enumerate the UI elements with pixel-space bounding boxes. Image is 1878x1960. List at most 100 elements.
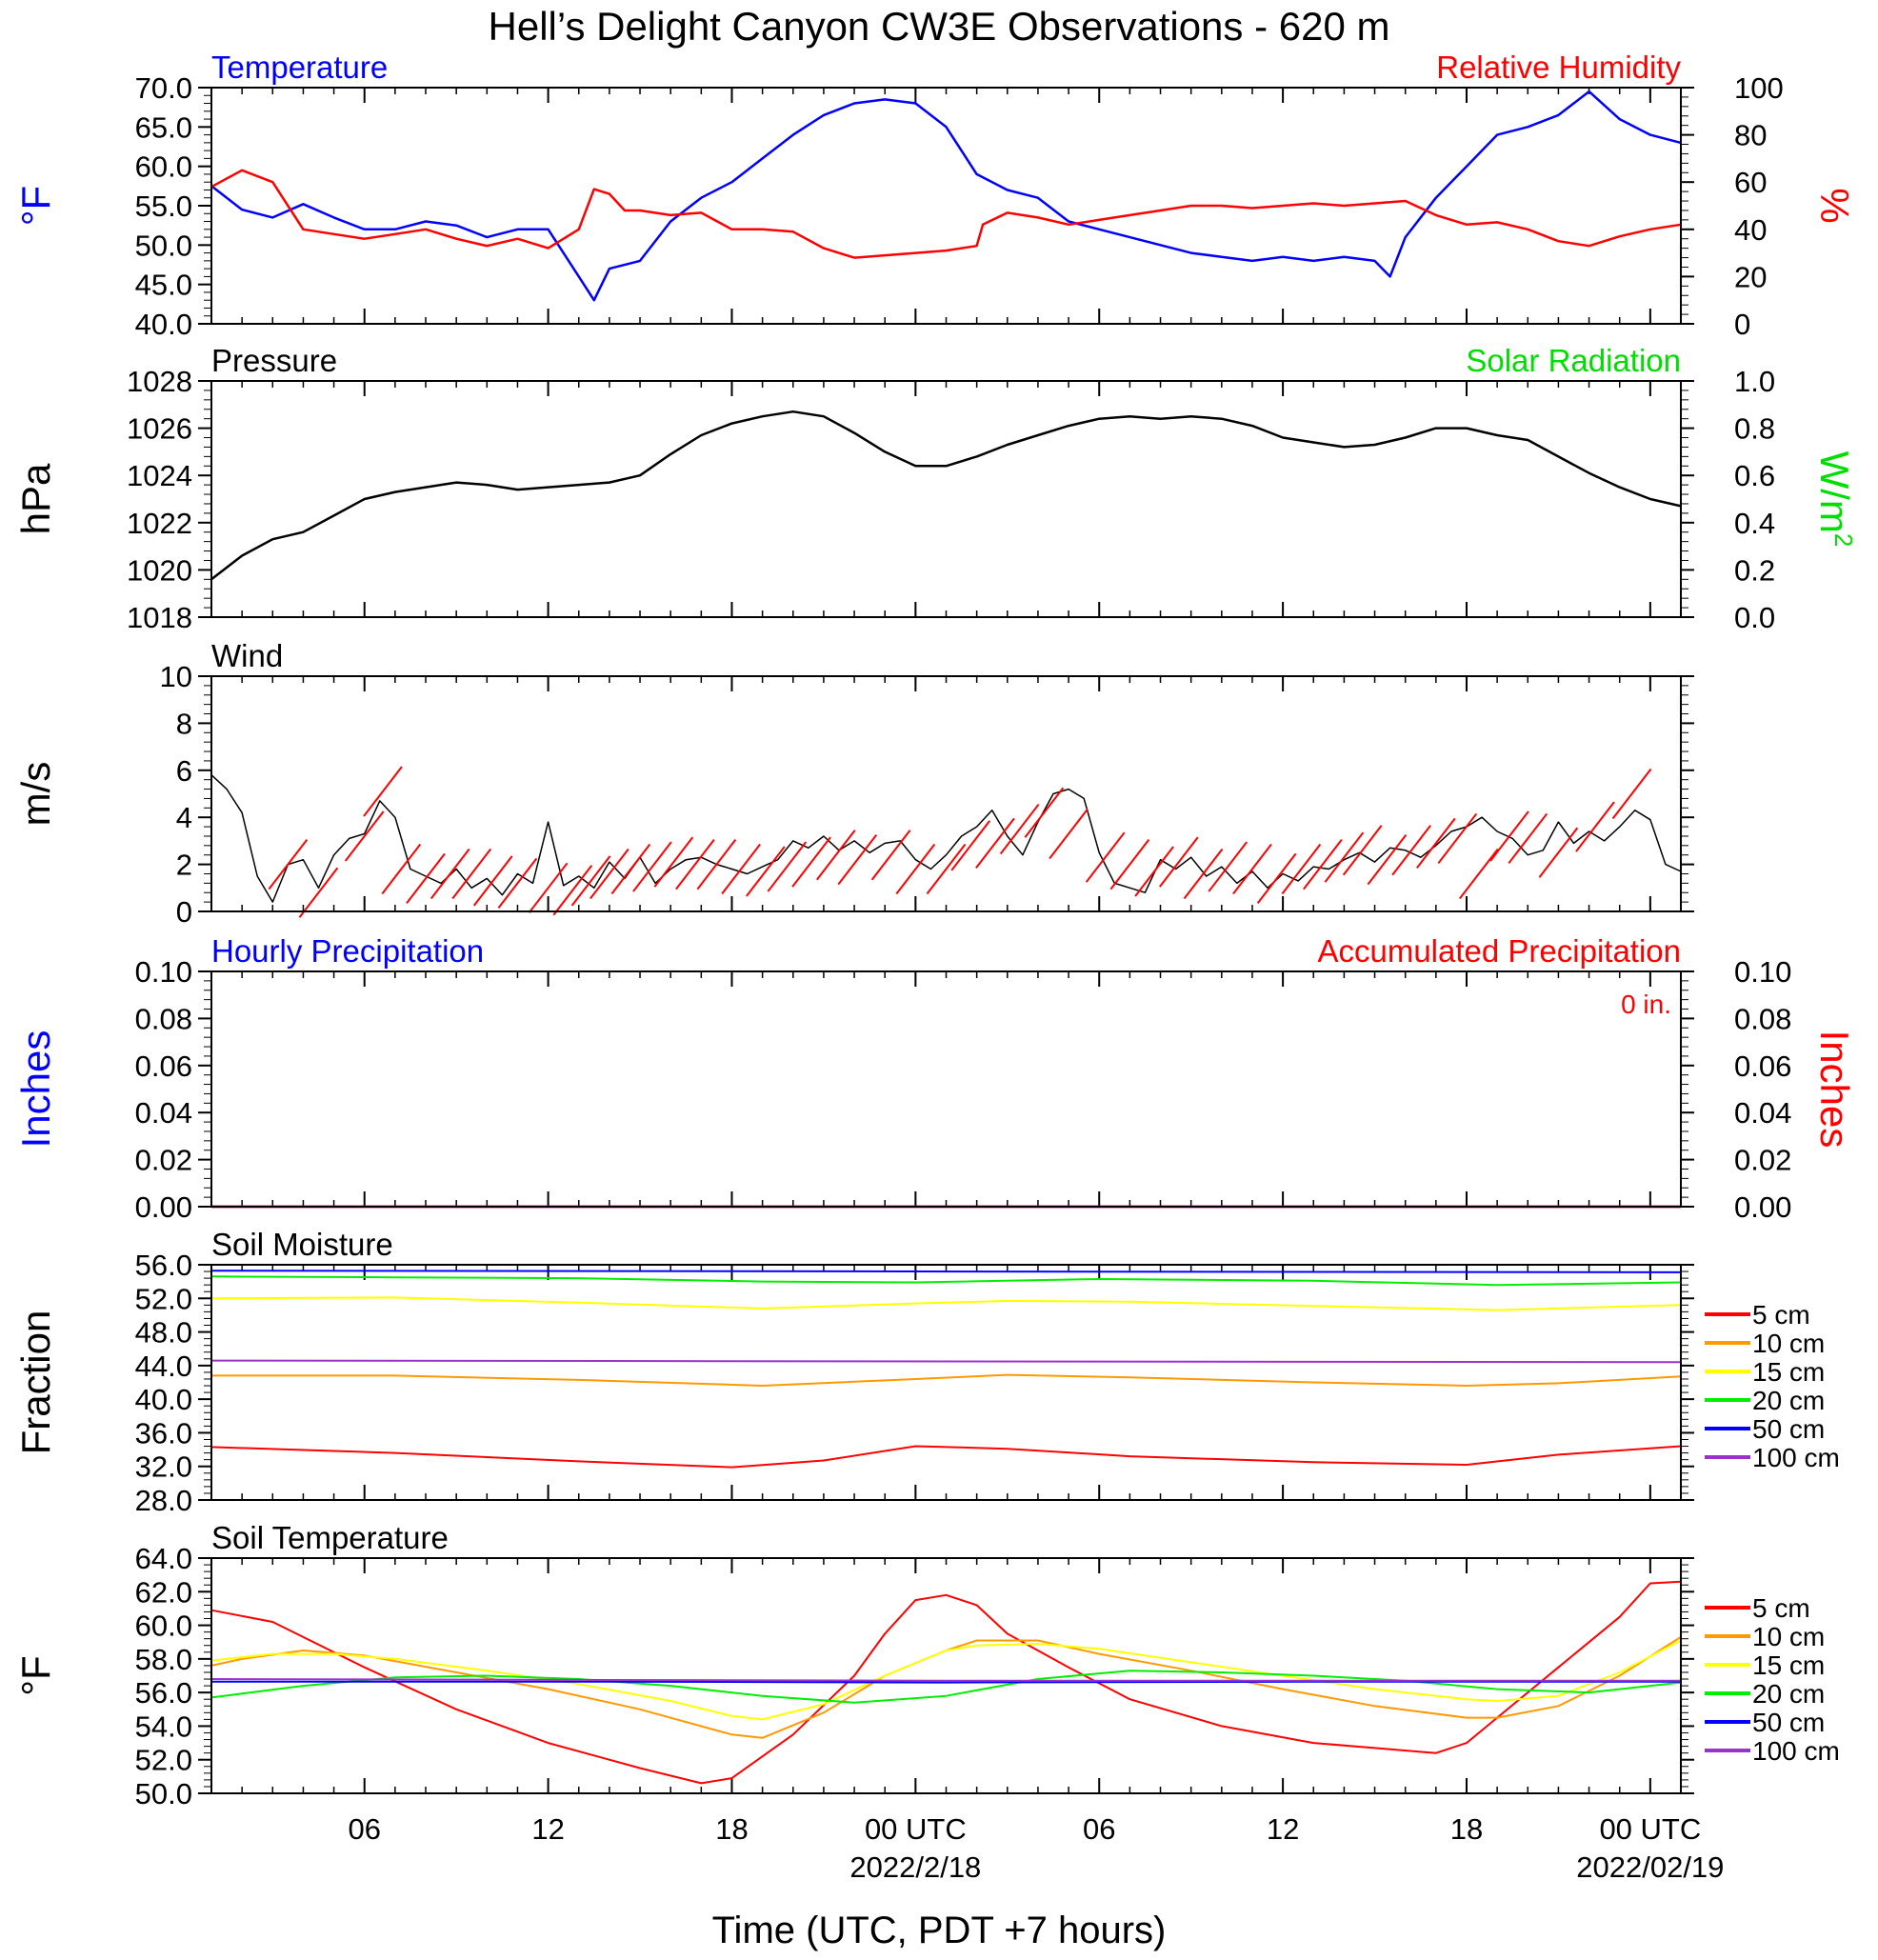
y-tick-label-left: 56.0 (135, 1676, 192, 1710)
wind-barb (1437, 812, 1478, 865)
plot-frame (210, 87, 1682, 325)
y-tick-label-right: 0.02 (1734, 1144, 1791, 1177)
wind-barb (1281, 843, 1322, 895)
wind-barb (363, 766, 403, 817)
panel-title-left: Hourly Precipitation (211, 933, 484, 969)
plot-frame (210, 1264, 1682, 1501)
wind-barb (406, 852, 446, 905)
y-tick-label-left: 6 (176, 754, 192, 788)
wind-barb (298, 867, 339, 918)
y-tick-label-left: 0 (176, 895, 192, 929)
series-line-pressure (210, 410, 1682, 581)
y-tick-label-left: 50.0 (135, 229, 192, 262)
legend-label: 100 cm (1752, 1736, 1840, 1766)
y-tick-label-left: 62.0 (135, 1575, 192, 1609)
y-axis-label-right: W/m2 (1812, 451, 1858, 548)
series-line-100-cm (210, 1678, 1681, 1682)
series-line-20-cm (210, 1275, 1682, 1287)
wind-barb (815, 830, 856, 881)
wind-barb (497, 857, 538, 909)
legend-label: 20 cm (1752, 1679, 1825, 1709)
y-tick-label-left: 2 (176, 849, 192, 882)
legend-label: 20 cm (1752, 1386, 1825, 1415)
series-line-100-cm (210, 1359, 1682, 1364)
panel-wind: 0 2 4 6 8 10 Wind m/s (13, 638, 1694, 929)
wind-barb (1134, 846, 1174, 897)
series-line-relative-humidity (210, 169, 1682, 259)
x-tick-label: 12 (531, 1812, 564, 1846)
y-tick-label-left: 55.0 (135, 190, 192, 223)
x-axis-tick-labels: 06 12 18 00 UTC 2022/2/18 06 12 18 00 UTC 2022/02… (348, 1812, 1724, 1884)
y-tick-label-right: 0.04 (1734, 1096, 1791, 1130)
wind-barb (1208, 841, 1249, 892)
series-line-5-cm (210, 1445, 1682, 1469)
wind-barb (1256, 852, 1297, 905)
wind-barb (767, 841, 808, 892)
wind-barb (344, 810, 385, 862)
y-tick-label-right: 20 (1734, 260, 1767, 293)
y-tick-label-left: 58.0 (135, 1643, 192, 1676)
wind-barb (1342, 825, 1383, 876)
wind-barb (653, 836, 694, 888)
y-tick-label-right: 0.8 (1734, 412, 1775, 446)
x-tick-label: 18 (1450, 1812, 1483, 1846)
wind-barb (430, 848, 470, 900)
legend-label: 15 cm (1752, 1357, 1825, 1387)
y-tick-label-right: 0.00 (1734, 1190, 1791, 1224)
legend-label: 10 cm (1752, 1329, 1825, 1358)
y-tick-label-left: 0.02 (135, 1144, 192, 1177)
series-line-10-cm (211, 1373, 1682, 1387)
series-line-5-cm (210, 1580, 1682, 1785)
y-tick-label-left: 54.0 (135, 1710, 192, 1743)
y-tick-label-left: 52.0 (135, 1744, 192, 1777)
y-tick-label-right: 40 (1734, 213, 1767, 247)
wind-barb (1024, 787, 1065, 838)
wind-barb (1611, 768, 1652, 820)
wind-barb (268, 838, 309, 890)
panel-soil_temp: 50.052.054.056.058.060.062.064.0 Soil Tem… (13, 1520, 1840, 1810)
wind-barb (1416, 817, 1456, 869)
y-tick-label-left: 60.0 (135, 150, 192, 184)
y-tick-label-left: 1026 (127, 412, 192, 446)
wind-barb (570, 855, 611, 907)
wind-barb (1085, 831, 1126, 883)
wind-barb (870, 830, 911, 881)
x-tick-label: 06 (1083, 1812, 1115, 1846)
y-axis-label-right-superscript: 2 (1829, 533, 1858, 547)
y-tick-label-left: 70.0 (135, 71, 192, 105)
wind-barb (632, 841, 672, 892)
y-tick-label-left: 36.0 (135, 1416, 192, 1450)
wind-barb (1538, 827, 1579, 878)
chart-title: Hell’s Delight Canyon CW3E Observations … (489, 4, 1390, 49)
y-tick-label-right: 0.4 (1734, 507, 1775, 540)
y-tick-label-right: 0.6 (1734, 459, 1775, 492)
wind-barb (746, 846, 786, 897)
panel-title-right: Relative Humidity (1436, 50, 1681, 85)
y-tick-label-left: 1018 (127, 601, 192, 634)
y-tick-label-right: 1.0 (1734, 365, 1775, 398)
wind-barb (1232, 843, 1272, 895)
wind-barb (552, 865, 593, 916)
wind-barb (696, 838, 737, 890)
wind-barb (1391, 825, 1431, 876)
y-tick-label-left: 64.0 (135, 1542, 192, 1575)
y-tick-label-left: 0.04 (135, 1096, 192, 1130)
wind-barb (1303, 838, 1343, 890)
y-axis-label-left: hPa (13, 463, 58, 534)
y-tick-label-left: 44.0 (135, 1350, 192, 1383)
y-axis-label-left: °F (13, 1655, 58, 1695)
y-axis-label-right: Inches (1812, 1030, 1857, 1149)
x-tick-label: 18 (715, 1812, 748, 1846)
y-tick-label-left: 60.0 (135, 1610, 192, 1643)
legend-label: 5 cm (1752, 1300, 1810, 1330)
y-tick-label-left: 50.0 (135, 1777, 192, 1810)
y-tick-label-left: 1028 (127, 365, 192, 398)
y-tick-label-left: 45.0 (135, 269, 192, 302)
y-tick-label-right: 60 (1734, 166, 1767, 199)
y-tick-label-right: 0.08 (1734, 1002, 1791, 1035)
legend-label: 10 cm (1752, 1622, 1825, 1651)
y-axis-label-left: °F (13, 186, 58, 226)
y-axis-label-left: Fraction (13, 1310, 58, 1455)
